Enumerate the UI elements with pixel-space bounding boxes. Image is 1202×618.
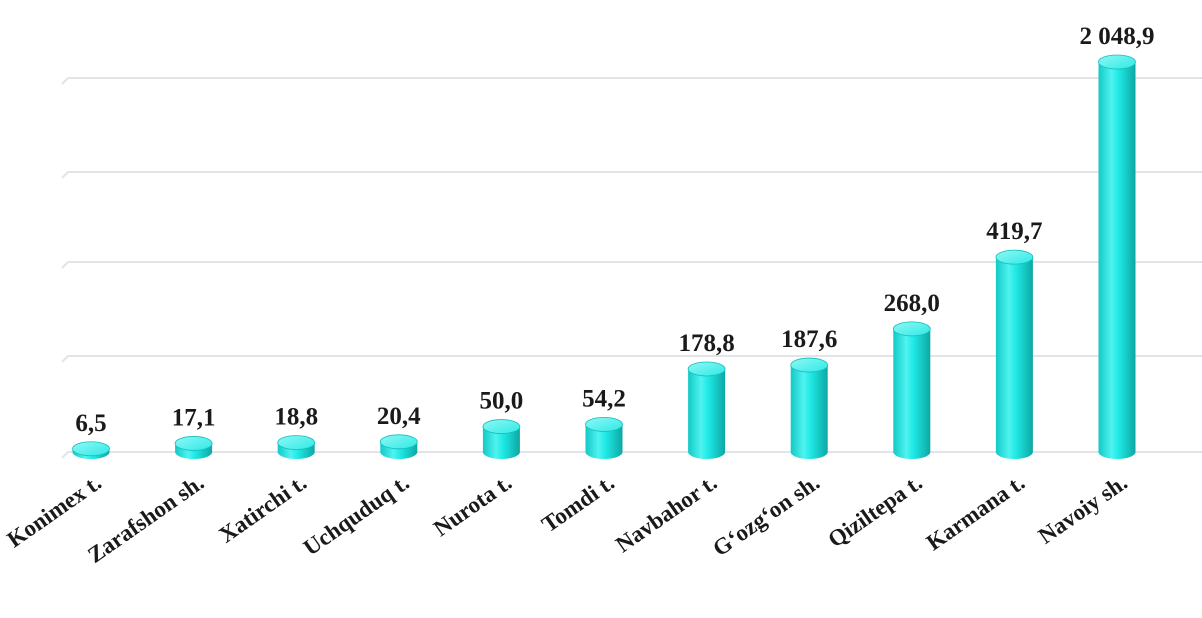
bar-body [790,365,828,460]
bar-body [482,426,520,460]
bars [72,54,1136,460]
bar [790,357,829,460]
bar [892,321,931,460]
axis-tick [61,261,69,269]
bar-top [995,249,1034,265]
data-label: 2 048,9 [1080,23,1155,50]
bar-top [585,417,623,432]
bar-body [893,328,931,460]
bar-body [1098,62,1136,460]
data-label: 268,0 [884,290,940,317]
bar [585,417,623,460]
axis-tick [61,171,69,179]
category-label: Karmana t. [922,470,1029,556]
bar [379,434,418,460]
data-label: 54,2 [582,385,626,412]
data-label: 178,8 [678,330,734,357]
bar-top [790,357,829,373]
data-label: 18,8 [274,404,318,431]
bar [174,436,213,460]
axis-tick [61,355,69,363]
bar [72,441,110,460]
category-label: Tomdi t. [537,470,619,538]
bar [277,435,316,460]
bar-top [1098,54,1136,70]
bar-top [482,419,521,434]
data-label: 20,4 [377,403,421,430]
data-label: 6,5 [75,410,106,437]
bar-top [174,436,213,451]
category-label: Navoiy sh. [1034,470,1132,549]
bar [482,419,521,460]
bar-body [995,257,1033,460]
data-label: 187,6 [781,326,837,353]
category-label: Konimex t. [3,470,106,553]
bar-top [72,441,110,457]
bar-top [277,435,316,451]
bar [995,249,1034,460]
data-label: 50,0 [480,388,524,415]
category-label: Uchquduq t. [299,470,414,561]
axis-tick [61,451,69,459]
category-label: Qiziltepa t. [823,470,926,553]
category-label: Nurota t. [429,470,516,542]
category-label: G‘ozg‘on sh. [708,470,824,562]
bar [687,361,726,460]
bar-top [892,321,931,337]
bar-top [379,434,418,450]
category-label: Zarafshon sh. [83,470,208,568]
bar-top [687,361,726,377]
axis-tick [61,77,69,85]
value-labels: 6,5 17,1 18,8 20,4 50,0 54,2 178,8 187,6 268,0 41… [75,23,1154,437]
data-label: 419,7 [986,218,1042,245]
data-label: 17,1 [172,404,216,431]
bar [1098,54,1136,460]
category-labels: Konimex t.Zarafshon sh. Xatirchi t.Uchqud… [3,470,1132,568]
category-label: Xatirchi t. [214,470,311,548]
bar-body [585,424,623,460]
category-label: Navbahor t. [611,470,721,558]
bar-body [688,368,726,460]
